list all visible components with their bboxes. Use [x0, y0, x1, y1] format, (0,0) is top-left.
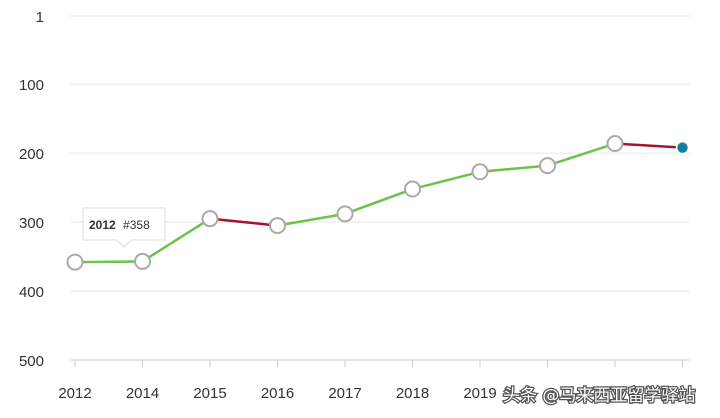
y-tick-label: 300	[19, 215, 44, 232]
data-point	[134, 252, 151, 270]
line-segment	[73, 260, 144, 264]
watermark-text: 头条 @马来西亚留学驿站	[503, 386, 695, 406]
data-point	[269, 217, 286, 235]
x-tick-label: 2019	[463, 385, 496, 402]
x-tick-label: 2014	[126, 385, 159, 402]
data-point	[606, 135, 624, 153]
series-points	[66, 135, 690, 271]
data-point	[471, 163, 489, 181]
line-segment	[276, 212, 347, 227]
y-tick-label: 200	[19, 146, 44, 163]
y-tick-label: 500	[19, 353, 44, 370]
tooltip: 2012 #358	[82, 207, 166, 248]
line-segment	[208, 217, 279, 227]
data-point	[66, 253, 84, 271]
y-tick-label: 1	[36, 9, 44, 26]
data-point	[336, 205, 354, 223]
line-segment	[546, 142, 617, 167]
line-segment	[343, 187, 414, 216]
tooltip-box	[82, 207, 166, 248]
line-segment	[141, 217, 212, 263]
watermark: 头条 @马来西亚留学驿站	[502, 385, 697, 408]
y-axis-ticks: 1 100 200 300 400 500	[19, 9, 44, 370]
data-point	[404, 180, 421, 198]
x-tick-label: 2017	[328, 385, 361, 402]
y-tick-label: 400	[19, 284, 44, 301]
line-segment	[478, 164, 549, 174]
data-point	[539, 157, 556, 175]
data-point	[675, 140, 690, 155]
data-point	[201, 210, 219, 228]
y-tick-label: 100	[19, 77, 44, 94]
x-axis: 2012 2014 2015 2016 2017 2018 2019	[58, 359, 690, 402]
tooltip-year: 2012	[89, 218, 116, 232]
x-tick-label: 2015	[193, 385, 226, 402]
line-segment	[411, 170, 482, 191]
line-segment	[613, 142, 684, 149]
grid-lines	[70, 15, 690, 292]
tooltip-label: 2012 #358	[89, 218, 150, 232]
series-line	[73, 142, 684, 264]
x-tick-label: 2016	[261, 385, 294, 402]
tooltip-rank: #358	[123, 218, 150, 232]
x-tick-label: 2018	[396, 385, 429, 402]
x-tick-label: 2012	[58, 385, 91, 402]
